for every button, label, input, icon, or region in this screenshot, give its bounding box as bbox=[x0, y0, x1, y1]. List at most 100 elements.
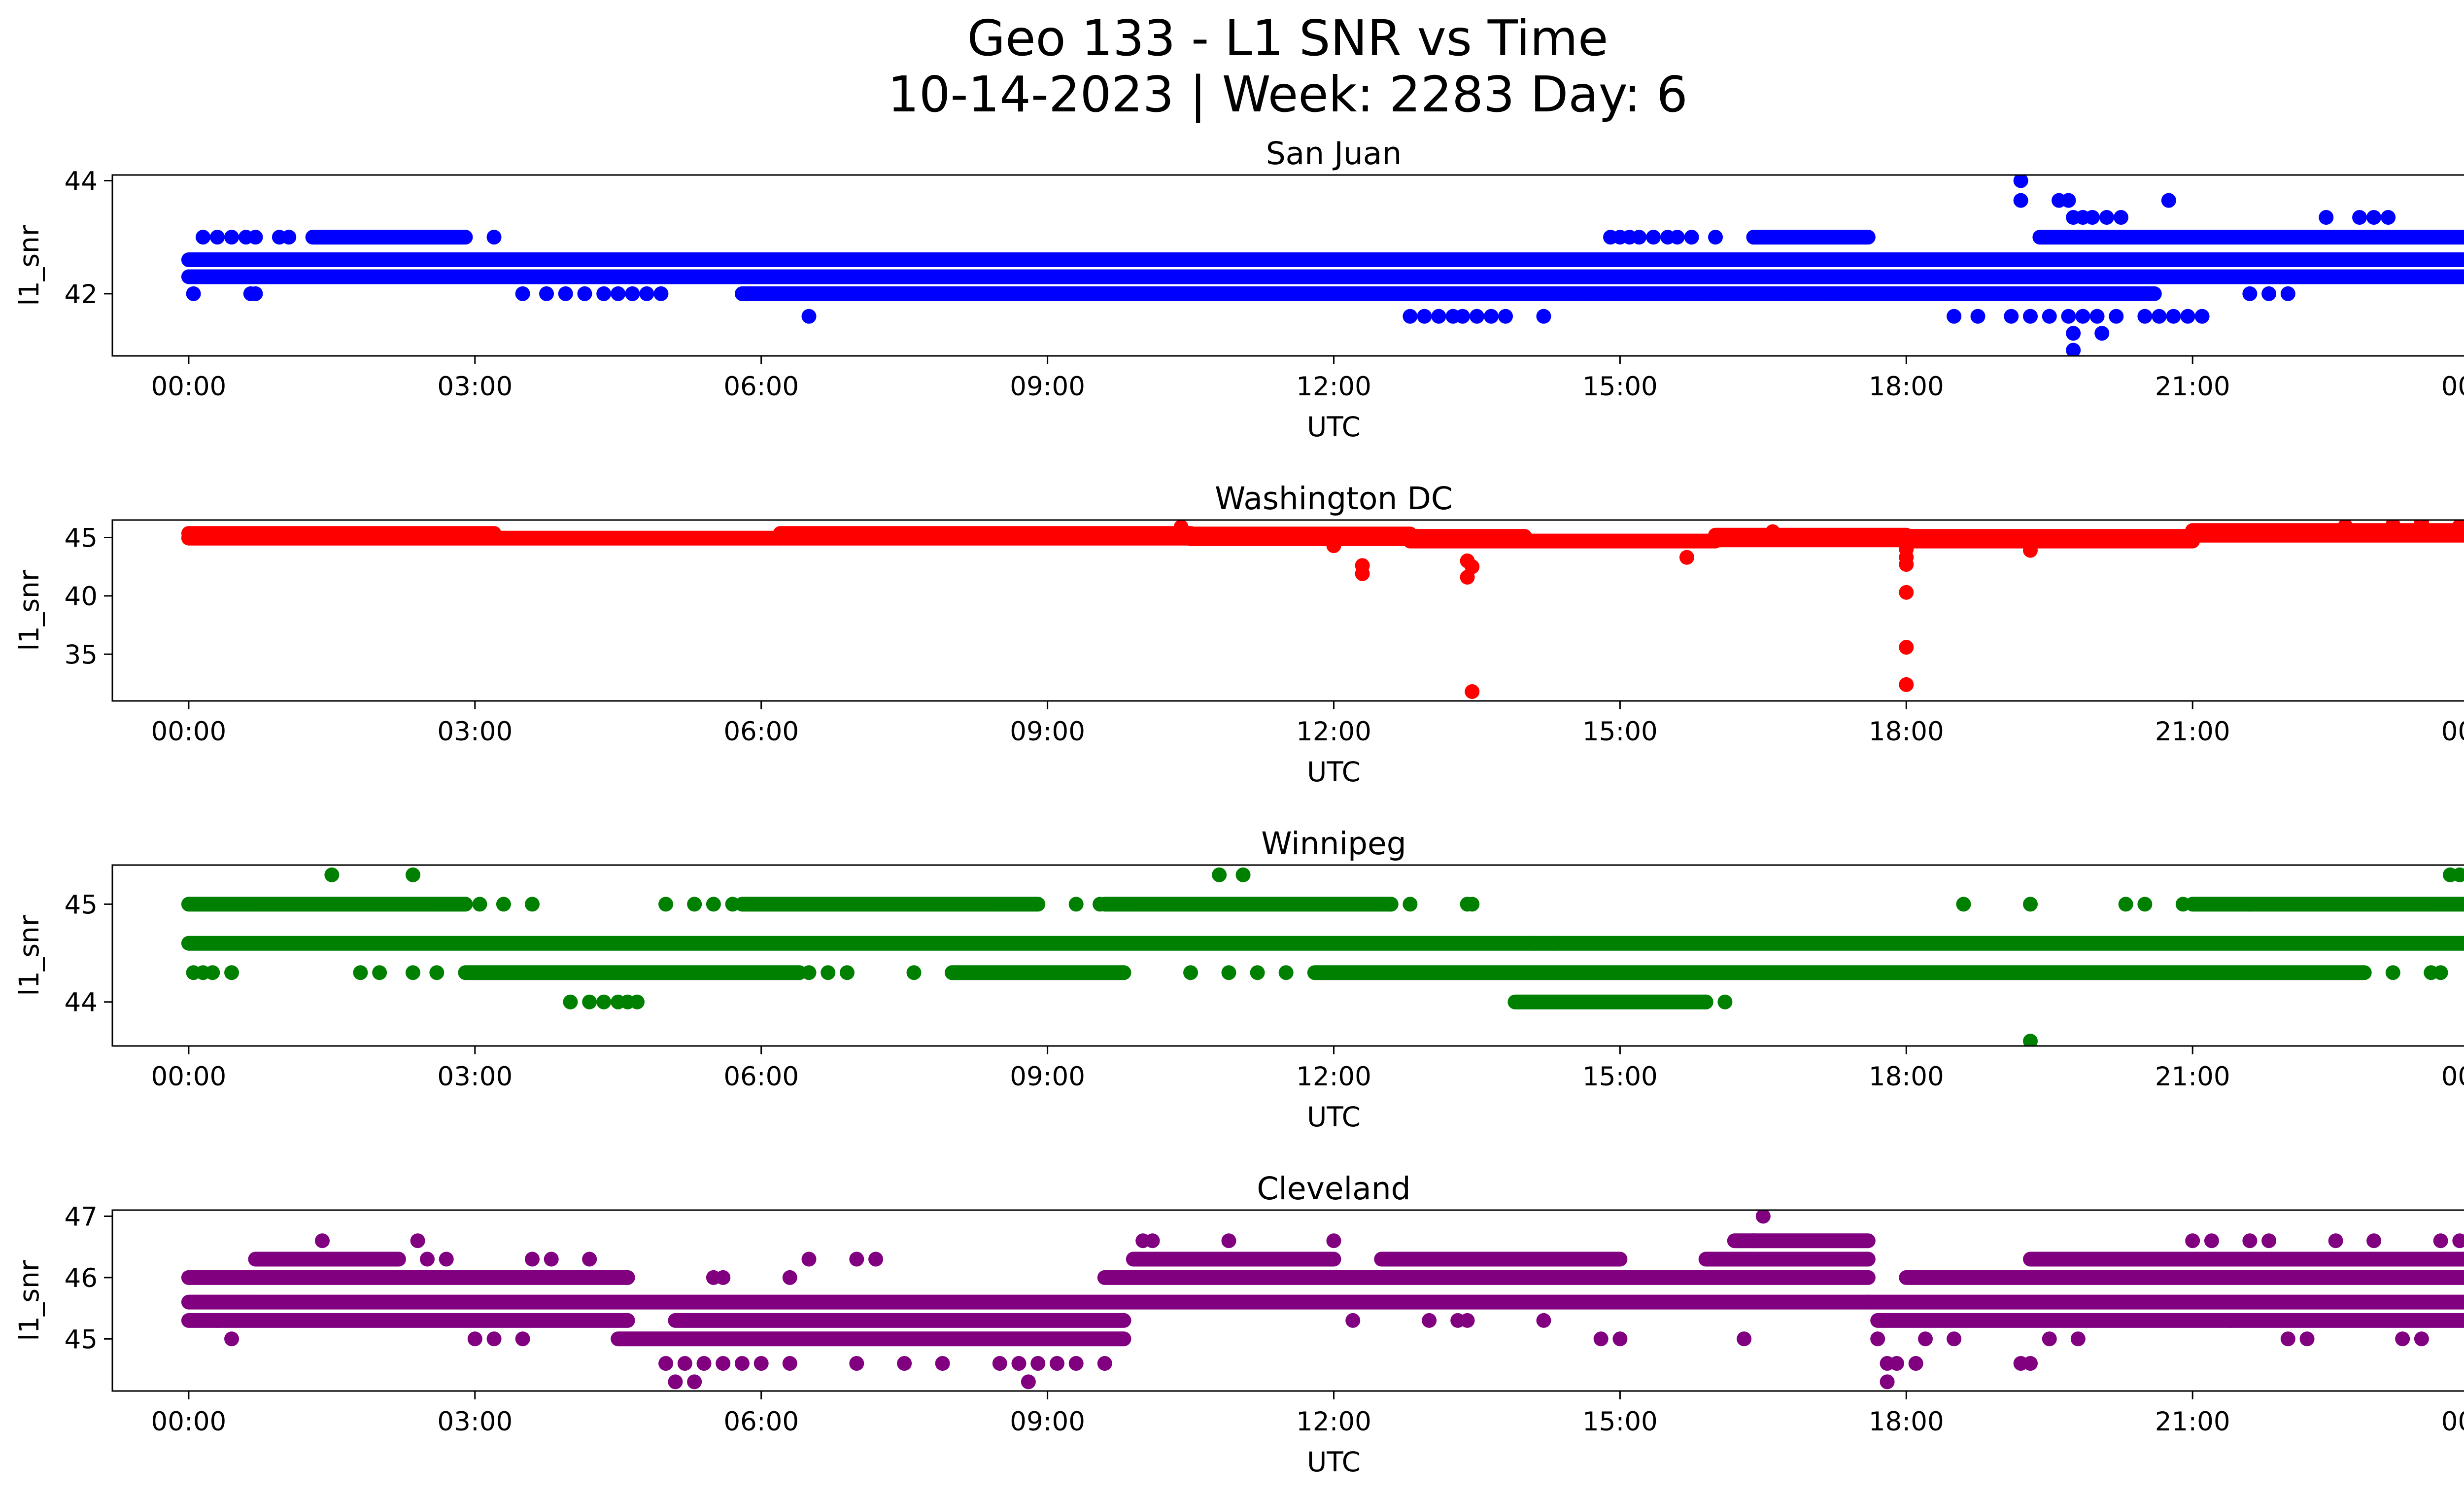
washington-dc-data-point bbox=[2023, 543, 2038, 558]
san-juan-data-point bbox=[2085, 210, 2100, 225]
san-juan-data-point bbox=[195, 230, 210, 245]
winnipeg-data-point bbox=[353, 965, 368, 980]
cleveland-data-point bbox=[524, 1252, 540, 1267]
san-juan-series bbox=[181, 175, 2464, 356]
washington-dc-data-point bbox=[1899, 677, 1914, 692]
san-juan-data-point bbox=[1307, 252, 1322, 268]
san-juan-data-point bbox=[1483, 309, 1499, 324]
san-juan-data-point bbox=[1107, 252, 1122, 268]
winnipeg-data-point bbox=[2118, 897, 2133, 912]
figure-title-line-2: 10-14-2023 | Week: 2283 Day: 6 bbox=[888, 66, 1687, 123]
san-juan-data-point bbox=[186, 286, 201, 301]
cleveland-ytick-label: 47 bbox=[65, 1202, 98, 1232]
cleveland-data-point bbox=[897, 1356, 912, 1371]
winnipeg-data-point bbox=[2023, 1034, 2038, 1046]
winnipeg-data-point bbox=[224, 965, 240, 980]
winnipeg-data-point bbox=[2175, 897, 2190, 912]
cleveland-data-point bbox=[658, 1356, 674, 1371]
san-juan-data-point bbox=[2042, 309, 2057, 324]
san-juan-data-point bbox=[1641, 286, 1656, 301]
cleveland-data-point bbox=[687, 1374, 702, 1390]
cleveland-data-point bbox=[2185, 1233, 2200, 1249]
san-juan-data-point bbox=[1450, 252, 1466, 268]
cleveland-data-point bbox=[782, 1356, 797, 1371]
cleveland-data-point bbox=[1860, 1294, 1876, 1310]
san-juan-data-point bbox=[2099, 210, 2114, 225]
cleveland-data-point bbox=[868, 1252, 884, 1267]
san-juan-data-point bbox=[1684, 230, 1699, 245]
san-juan-data-point bbox=[983, 252, 998, 268]
winnipeg-data-point bbox=[596, 994, 612, 1009]
san-juan-data-point bbox=[1899, 252, 1914, 268]
subplots: San Juan 00:00 03:00 06:00 09:00 12:00 15:00 18… bbox=[13, 136, 2464, 1478]
winnipeg-xtick-label: 00:00 bbox=[2441, 1062, 2464, 1092]
san-juan-data-point bbox=[1646, 230, 1661, 245]
san-juan-data-point bbox=[1708, 286, 1723, 301]
winnipeg-data-point bbox=[429, 965, 445, 980]
cleveland-data-point bbox=[677, 1356, 692, 1371]
cleveland-data-point bbox=[2452, 1233, 2464, 1249]
san-juan-data-point bbox=[486, 230, 502, 245]
cleveland-data-point bbox=[2414, 1331, 2429, 1347]
winnipeg-xtick-label: 00:00 bbox=[151, 1062, 227, 1092]
winnipeg-data-point bbox=[687, 897, 702, 912]
washington-dc-xtick-label: 00:00 bbox=[151, 717, 227, 747]
cleveland-data-point bbox=[1030, 1356, 1046, 1371]
winnipeg-xtick-label: 21:00 bbox=[2155, 1062, 2230, 1092]
cleveland-data-point bbox=[1880, 1374, 1895, 1390]
san-juan-data-point bbox=[1784, 286, 1799, 301]
san-juan-data-point bbox=[2109, 309, 2124, 324]
cleveland-data-point bbox=[1536, 1313, 1551, 1328]
winnipeg-data-point bbox=[2385, 965, 2400, 980]
cleveland-data-point bbox=[2280, 1331, 2295, 1347]
san-juan-data-point bbox=[2152, 309, 2167, 324]
washington-dc-xtick-label: 00:00 bbox=[2441, 717, 2464, 747]
san-juan-ytick-label: 42 bbox=[65, 279, 98, 310]
winnipeg-data-point bbox=[2452, 867, 2464, 882]
san-juan-data-point bbox=[2089, 309, 2105, 324]
winnipeg-ytick-label: 45 bbox=[65, 890, 98, 920]
cleveland-data-point bbox=[1908, 1356, 1923, 1371]
washington-dc-data-point bbox=[1899, 585, 1914, 600]
washington-dc-x-axis-label: UTC bbox=[1307, 756, 1361, 788]
san-juan-data-point bbox=[1431, 309, 1446, 324]
cleveland-data-point bbox=[1345, 1313, 1361, 1328]
cleveland-data-point bbox=[2223, 1313, 2238, 1328]
san-juan-y-axis-label: l1_snr bbox=[13, 225, 45, 306]
san-juan-data-point bbox=[2352, 210, 2367, 225]
san-juan-data-point bbox=[2066, 343, 2081, 356]
winnipeg-data-point bbox=[405, 867, 420, 882]
san-juan-xtick-label: 00:00 bbox=[151, 372, 227, 402]
san-juan-data-point bbox=[2166, 309, 2181, 324]
san-juan-title: San Juan bbox=[1266, 136, 1402, 172]
winnipeg-data-point bbox=[472, 897, 487, 912]
winnipeg-data-point bbox=[405, 965, 420, 980]
washington-dc-data-point bbox=[1765, 524, 1780, 539]
cleveland-data-point bbox=[1870, 1331, 1885, 1347]
cleveland-panel: Cleveland 00:00 03:00 06:00 09:00 12:00 15:00 1… bbox=[13, 1171, 2464, 1478]
san-juan-data-point bbox=[1088, 252, 1103, 268]
cleveland-data-point bbox=[1460, 1313, 1475, 1328]
san-juan-data-point bbox=[2113, 210, 2128, 225]
san-juan-xtick-label: 21:00 bbox=[2155, 372, 2230, 402]
winnipeg-data-point bbox=[1527, 936, 1542, 951]
winnipeg-data-point bbox=[524, 897, 540, 912]
washington-dc-xtick-label: 12:00 bbox=[1296, 717, 1371, 747]
winnipeg-data-point bbox=[1465, 897, 1480, 912]
cleveland-data-point bbox=[1593, 1331, 1608, 1347]
san-juan-data-point bbox=[209, 230, 225, 245]
cleveland-data-point bbox=[1918, 1331, 1933, 1347]
winnipeg-xtick-label: 06:00 bbox=[723, 1062, 799, 1092]
cleveland-data-point bbox=[419, 1252, 435, 1267]
winnipeg-series bbox=[181, 867, 2464, 1046]
san-juan-data-point bbox=[801, 309, 817, 324]
san-juan-data-point bbox=[1975, 252, 1990, 268]
winnipeg-data-point bbox=[1235, 867, 1251, 882]
washington-dc-xtick-label: 18:00 bbox=[1869, 717, 1944, 747]
cleveland-data-point bbox=[2261, 1233, 2277, 1249]
cleveland-xtick-label: 15:00 bbox=[1582, 1407, 1658, 1437]
washington-dc-series bbox=[181, 520, 2464, 699]
san-juan-data-point bbox=[639, 286, 654, 301]
san-juan-xtick-label: 03:00 bbox=[437, 372, 513, 402]
winnipeg-xtick-label: 15:00 bbox=[1582, 1062, 1658, 1092]
